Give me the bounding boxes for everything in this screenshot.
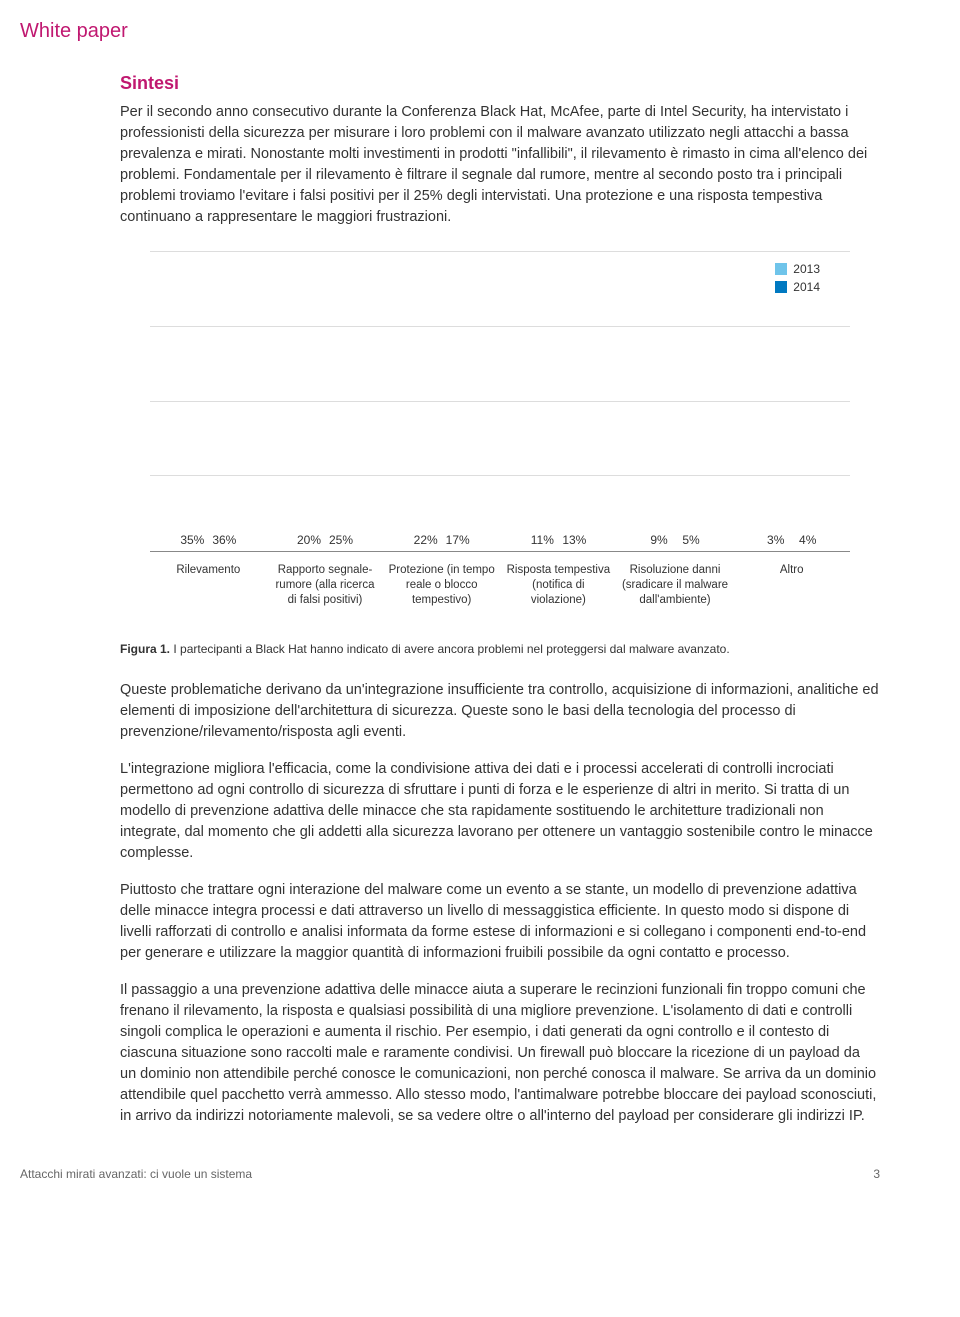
bar-value-label: 9% bbox=[650, 533, 667, 547]
bars-row: 35% 36% 20% 25% 22% 17% 11% 13% 9% 5% 3% 4% bbox=[150, 252, 850, 551]
chart-gridline bbox=[150, 401, 850, 402]
body-paragraph-3: Il passaggio a una prevenzione adattiva … bbox=[120, 980, 880, 1127]
chart-gridline bbox=[150, 326, 850, 327]
legend-item: 2014 bbox=[775, 280, 820, 294]
x-axis-label: Protezione (in tempo reale o blocco temp… bbox=[383, 557, 500, 632]
page: White paper Sintesi Per il secondo anno … bbox=[0, 0, 960, 1201]
content-area: Sintesi Per il secondo anno consecutivo … bbox=[120, 73, 880, 1127]
bar-value-label: 5% bbox=[682, 533, 699, 547]
x-axis-label: Risposta tempestiva (notifica di violazi… bbox=[500, 557, 617, 632]
legend-item: 2013 bbox=[775, 262, 820, 276]
legend-label: 2013 bbox=[793, 262, 820, 276]
legend-swatch bbox=[775, 263, 787, 275]
x-axis-label: Risoluzione danni (sradicare il malware … bbox=[617, 557, 734, 632]
page-footer: Attacchi mirati avanzati: ci vuole un si… bbox=[20, 1167, 880, 1181]
legend-label: 2014 bbox=[793, 280, 820, 294]
chart-x-labels: RilevamentoRapporto segnale-rumore (alla… bbox=[150, 557, 850, 632]
bar-value-label: 22% bbox=[414, 533, 438, 547]
bar-value-label: 36% bbox=[212, 533, 236, 547]
chart-gridline bbox=[150, 475, 850, 476]
chart-gridline bbox=[150, 251, 850, 252]
header-label: White paper bbox=[20, 20, 880, 43]
legend-swatch bbox=[775, 281, 787, 293]
x-axis-label: Altro bbox=[733, 557, 850, 632]
bar-value-label: 20% bbox=[297, 533, 321, 547]
figure-caption: Figura 1. I partecipanti a Black Hat han… bbox=[120, 642, 880, 656]
footer-doc-title: Attacchi mirati avanzati: ci vuole un si… bbox=[20, 1167, 252, 1181]
x-axis-label: Rapporto segnale-rumore (alla ricerca di… bbox=[267, 557, 384, 632]
bar-value-label: 25% bbox=[329, 533, 353, 547]
bar-value-label: 4% bbox=[799, 533, 816, 547]
bar-value-label: 11% bbox=[531, 533, 554, 547]
intro-paragraph: Per il secondo anno consecutivo durante … bbox=[120, 102, 880, 228]
bar-value-label: 3% bbox=[767, 533, 784, 547]
bar-value-label: 13% bbox=[562, 533, 586, 547]
footer-page-number: 3 bbox=[873, 1167, 880, 1181]
body-paragraph-2: Piuttosto che trattare ogni interazione … bbox=[120, 880, 880, 964]
bar-value-label: 17% bbox=[446, 533, 470, 547]
body-paragraph-0: Queste problematiche derivano da un'inte… bbox=[120, 680, 880, 743]
figure-caption-text: I partecipanti a Black Hat hanno indicat… bbox=[170, 642, 730, 656]
bar-value-label: 35% bbox=[180, 533, 204, 547]
bar-chart: 35%36%20%25%22%17%11%13%9%5%3%4% 2013201… bbox=[120, 252, 880, 632]
chart-legend: 2013 2014 bbox=[775, 262, 820, 298]
x-axis-label: Rilevamento bbox=[150, 557, 267, 632]
body-paragraph-1: L'integrazione migliora l'efficacia, com… bbox=[120, 759, 880, 864]
chart-plot: 35% 36% 20% 25% 22% 17% 11% 13% 9% 5% 3% 4% bbox=[150, 252, 850, 552]
section-title: Sintesi bbox=[120, 73, 880, 94]
figure-caption-prefix: Figura 1. bbox=[120, 642, 170, 656]
